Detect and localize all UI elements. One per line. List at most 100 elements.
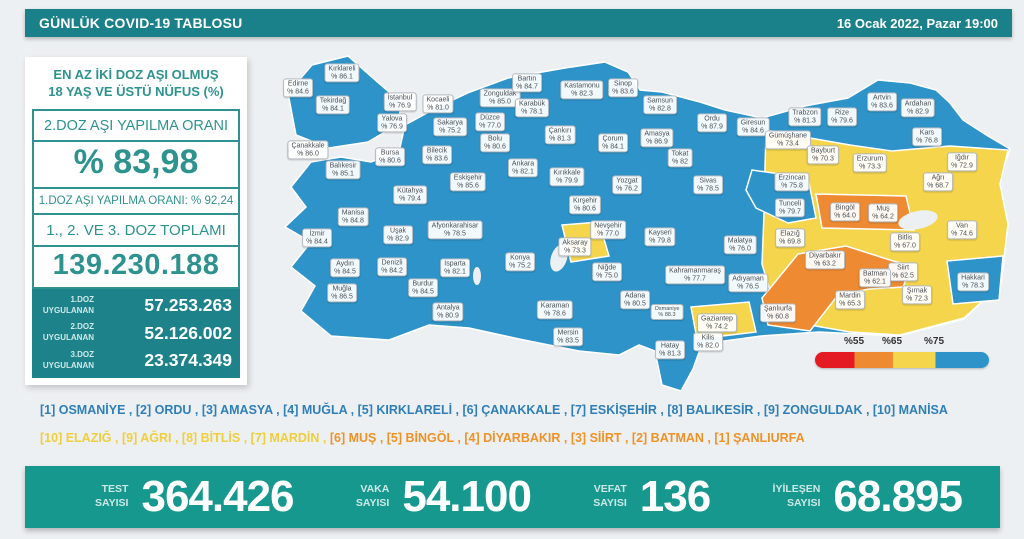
province-label: Mersin% 83.5 [553,327,583,347]
province-label: Adana% 80.5 [620,290,650,310]
province-label: Balıkesir% 85.1 [325,160,361,180]
bottom-provinces-orange: [6] MUŞ , [5] BİNGÖL , [4] DİYARBAKIR , … [329,431,805,445]
province-label: Çankırı% 81.3 [544,125,576,145]
dose2-rate-value: % 83,98 [34,139,238,187]
province-label: Kahramanmaraş% 77.7 [665,265,725,285]
province-label: Bilecik% 83.6 [422,145,452,165]
province-label: Hakkari% 78.3 [957,272,989,292]
lake-van [898,210,938,230]
province-label: Denizli% 84.2 [377,257,407,277]
province-label: Şırnak% 72.3 [902,285,932,305]
province-label: Artvin% 83.6 [867,92,897,112]
province-label: Bingöl% 64.0 [830,202,860,222]
province-label: Eskişehir% 85.6 [449,172,487,192]
province-label: Hatay% 81.3 [655,340,685,360]
province-label: Kayseri% 79.8 [644,227,676,247]
dose-row: 1.DOZ UYGULANAN 57.253.263 [42,294,232,316]
province-label: Aksaray% 73.3 [558,237,592,257]
bottom-provinces-list: [10] ELAZIĞ , [9] AĞRI , [8] BİTLİS , [7… [40,431,805,445]
province-label: Manisa% 84.8 [337,207,369,227]
province-label: Giresun% 84.6 [736,117,770,137]
province-label: Düzce% 77.0 [475,112,505,132]
province-labels-layer: Edirne% 84.6 Kırklareli% 86.1 Tekirdağ% 84… [250,48,1015,393]
total-doses-label: 1., 2. VE 3. DOZ TOPLAMI [34,212,238,245]
province-label: Bartın% 84.7 [512,73,542,93]
province-label: Isparta% 82.1 [440,258,470,278]
province-label: Tekirdağ% 84.1 [315,95,351,115]
province-label: İstanbul% 76.9 [383,92,417,112]
stat-test: TEST SAYISI 364.426 [95,472,295,522]
dose-row: 3.DOZ UYGULANAN 23.374.349 [42,349,232,371]
stat-label: VAKA SAYISI [355,483,390,509]
turkey-choropleth-map: Edirne% 84.6 Kırklareli% 86.1 Tekirdağ% 84… [250,48,1015,393]
panel-title-line2: 18 YAŞ VE ÜSTÜ NÜFUS (%) [48,83,224,99]
stat-value: 136 [639,472,711,521]
province-label: Yalova% 76.9 [377,113,407,133]
province-label: İzmir% 84.4 [302,228,332,248]
stat-label: VEFAT SAYISI [593,483,627,509]
province-label: Kütahya% 79.4 [393,185,427,205]
province-label: Yozgat% 76.2 [612,175,642,195]
dose2-rate-label: 2.DOZ AŞI YAPILMA ORANI [44,117,228,134]
legend-color-scale [815,352,989,368]
province-label: Rize% 79.6 [827,107,857,127]
province-label: Amasya% 86.9 [640,128,674,148]
province-label: Van% 74.6 [947,220,977,240]
province-label: Kars% 76.8 [912,127,942,147]
province-label: Antalya% 80.9 [432,302,464,322]
panel-title: EN AZ İKİ DOZ AŞI OLMUŞ 18 YAŞ VE ÜSTÜ N… [32,67,240,101]
bottom-provinces-yellow: [10] ELAZIĞ , [9] AĞRI , [8] BİTLİS , [7… [40,431,330,445]
province-label: Malatya% 76.0 [723,235,757,255]
province-label: Erzincan% 75.8 [774,172,810,192]
province-label: Mardin% 65.3 [835,290,865,310]
province-label: Kırıkkale% 79.9 [549,167,585,187]
province-label: Gaziantep% 74.2 [697,313,737,333]
vaccination-panel: EN AZ İKİ DOZ AŞI OLMUŞ 18 YAŞ VE ÜSTÜ N… [25,57,247,385]
province-label: Ordu% 87.9 [697,113,727,133]
province-label: Bursa% 80.6 [375,147,405,167]
province-label: Ankara% 82.1 [507,158,539,178]
province-label: Çorum% 84.1 [598,133,628,153]
daily-stats-bar: TEST SAYISI 364.426 VAKA SAYISI 54.100 VEFAT SA… [25,466,1000,528]
province-label: Sivas% 78.5 [693,175,723,195]
province-label: Sinop% 83.6 [608,78,638,98]
province-label: Diyarbakır% 63.2 [805,250,845,270]
province-label: Batman% 62.1 [858,268,892,288]
report-date: 16 Ocak 2022, Pazar 19:00 [836,15,998,31]
province-label: Iğdır% 72.9 [947,152,977,172]
dose-row: 2.DOZ UYGULANAN 52.126.002 [42,322,232,343]
province-label: Kırşehir% 80.6 [568,195,602,215]
province-label: Erzurum% 73.3 [852,153,888,173]
page-title: GÜNLÜK COVID-19 TABLOSU [39,15,243,31]
stat-i̇yi̇leşen: İYİLEŞEN SAYISI 68.895 [773,472,963,522]
province-label: Bitlis% 67.0 [890,232,920,252]
province-label: Sakarya% 75.2 [433,117,467,137]
province-label: Uşak% 82.9 [383,225,413,245]
province-label: Tokat% 82 [667,148,693,168]
panel-title-line1: EN AZ İKİ DOZ AŞI OLMUŞ [53,67,219,82]
province-label: Kocaeli% 81.0 [422,94,454,114]
map-legend: %55 %65 %75 [815,336,989,368]
stat-vefat: VEFAT SAYISI 136 [593,472,711,522]
province-label: Gümüşhane% 73.4 [764,130,812,150]
province-label: Bolu% 80.6 [480,133,510,153]
province-label: Trabzon% 81.3 [788,107,822,127]
vaccination-rate-box: 2.DOZ AŞI YAPILMA ORANI % 83,98 1.DOZ AŞ… [32,108,240,289]
legend-tick: %55 [843,336,865,347]
legend-tick: %75 [923,336,945,347]
stat-value: 68.895 [833,472,963,521]
province-label: Adıyaman% 76.5 [728,273,768,293]
total-doses-value: 139.230.188 [34,244,238,287]
province-label: Zonguldak% 85.0 [479,88,521,108]
province-label: Burdur% 84.5 [408,278,438,298]
province-label: Ağrı% 68.7 [923,172,953,192]
province-label: Afyonkarahisar% 78.5 [427,220,483,240]
province-label: Şanlıurfa% 60.8 [759,303,797,323]
province-label: Edirne% 84.6 [283,78,313,98]
title-bar: GÜNLÜK COVID-19 TABLOSU 16 Ocak 2022, Pa… [25,9,1012,37]
province-label: Karaman% 78.6 [536,300,574,320]
province-label: Kırklareli% 86.1 [324,63,360,83]
province-label: Tunceli% 79.7 [774,198,806,218]
province-label: Muğla% 86.5 [327,283,357,303]
legend-tick: %65 [881,336,903,347]
